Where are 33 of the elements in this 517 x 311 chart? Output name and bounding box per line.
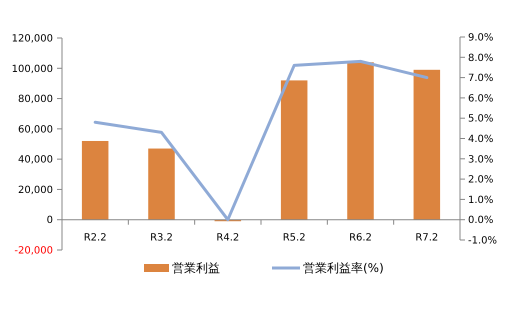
bar — [148, 148, 175, 220]
y-tick-label: 40,000 — [18, 154, 53, 166]
bar — [347, 62, 374, 220]
x-tick-label: R3.2 — [150, 232, 173, 244]
bar — [82, 140, 108, 220]
y2-tick-label: 8.0% — [468, 52, 494, 64]
y-tick-label: 80,000 — [18, 94, 53, 106]
x-tick-label: R5.2 — [282, 232, 306, 244]
y2-tick-label: 7.0% — [468, 73, 494, 84]
y-tick-label: 20,000 — [18, 184, 53, 196]
bar — [280, 80, 308, 220]
line-series — [94, 60, 428, 222]
y2-tick-label: 5.0% — [468, 114, 494, 125]
y2-tick-label: 9.0% — [468, 32, 494, 44]
y2-tick-label: 2.0% — [468, 174, 494, 186]
y2-tick-label: 3.0% — [468, 154, 494, 166]
x-tick-label: R2.2 — [84, 232, 107, 244]
y-tick-label: 120,000 — [12, 34, 53, 44]
y-tick-label: 0 — [46, 215, 53, 226]
y2-tick-label: 0.0% — [468, 215, 494, 226]
y-tick-label: 60,000 — [18, 124, 53, 136]
y2-tick-label: 1.0% — [468, 194, 494, 206]
legend-label: 営業利益 — [172, 261, 220, 276]
bar — [414, 70, 440, 220]
legend-label: 営業利益率(%) — [303, 261, 384, 276]
x-tick-label: R6.2 — [349, 232, 372, 244]
y-tick-label: -20,000 — [14, 246, 53, 256]
x-tick-label: R4.2 — [216, 232, 240, 244]
y2-tick-label: 4.0% — [468, 134, 494, 145]
y2-tick-label: 6.0% — [468, 93, 494, 104]
x-tick-label: R7.2 — [415, 232, 438, 244]
y2-tick-label: -1.0% — [468, 236, 498, 246]
y-tick-label: 100,000 — [12, 64, 53, 75]
